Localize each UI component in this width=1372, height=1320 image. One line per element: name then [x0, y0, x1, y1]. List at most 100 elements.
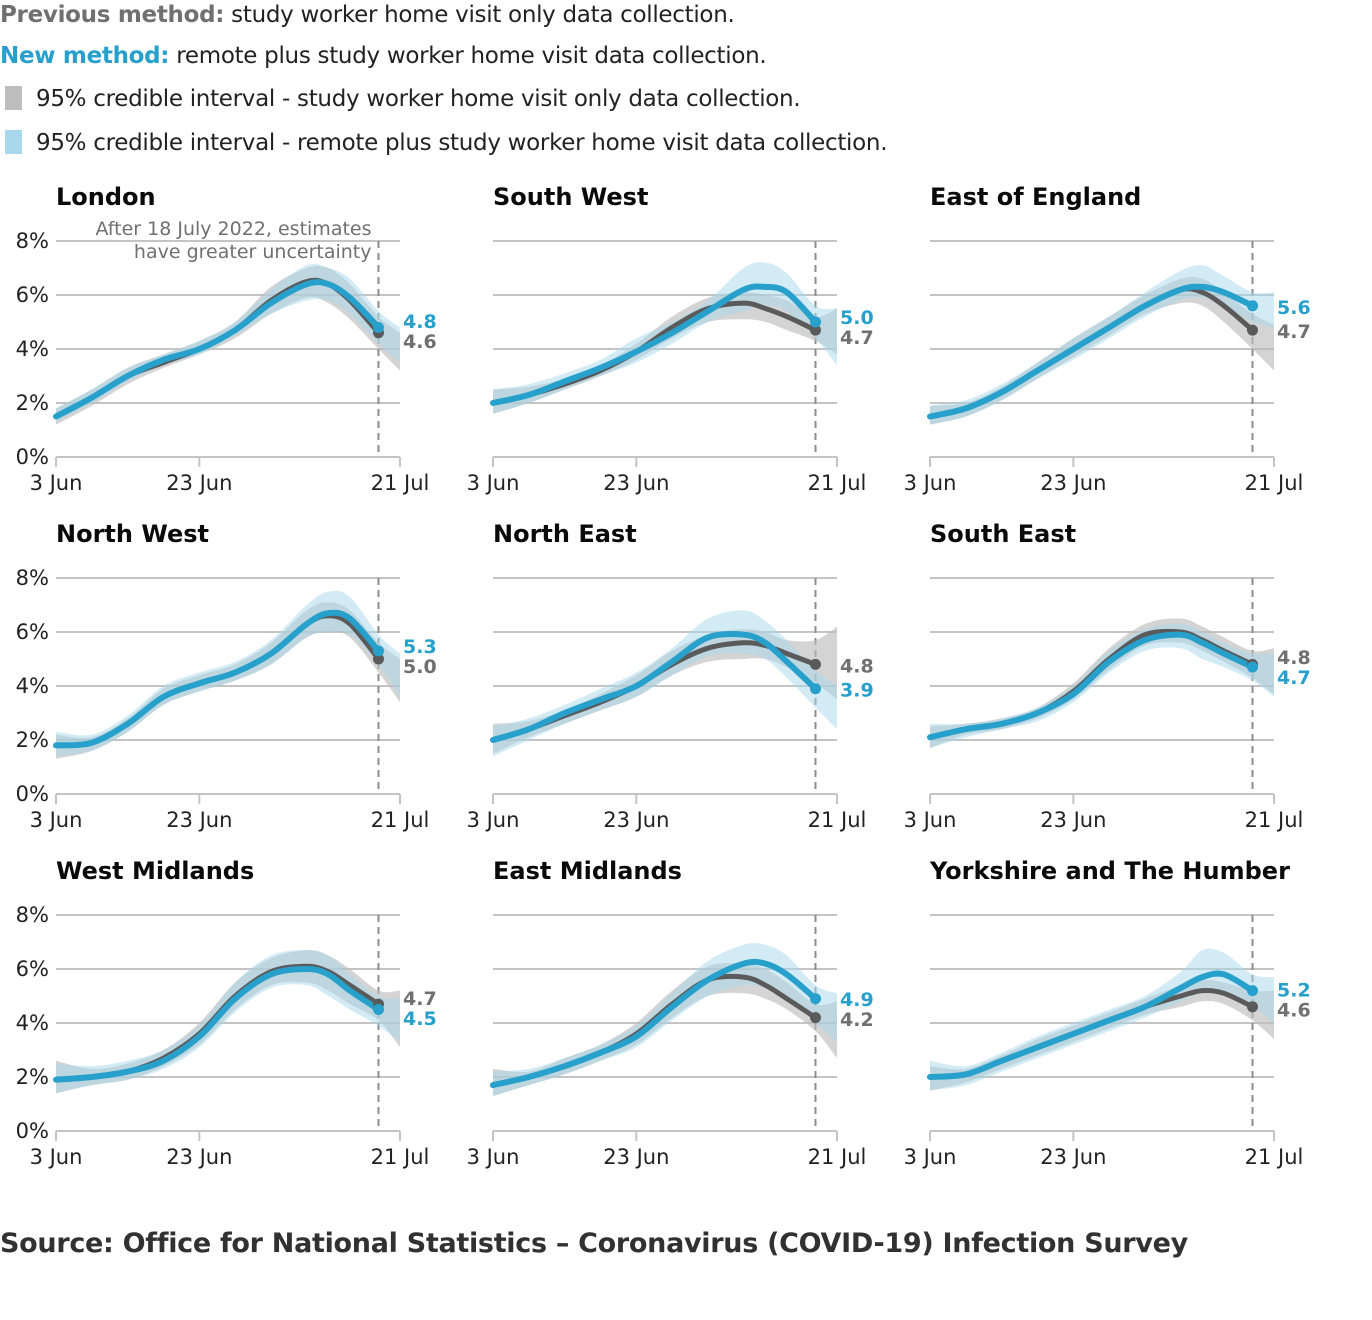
- ci-band-previous: [493, 626, 837, 754]
- legend-ci-previous: 95% credible interval - study worker hom…: [0, 86, 801, 112]
- y-tick-label: 6%: [16, 283, 49, 307]
- y-tick-label: 8%: [16, 903, 49, 927]
- x-tick-label: 3 Jun: [904, 808, 957, 832]
- end-marker-new: [373, 1004, 384, 1015]
- end-value-label-previous: 4.6: [403, 331, 437, 353]
- small-multiples-chart: London 0% 2% 4% 6% 8% 3 Jun 23 Jun 21 Jul 4.8 4.6 A…: [16, 183, 1311, 1169]
- ci-band-new: [56, 263, 400, 422]
- y-tick-label: 0%: [16, 445, 49, 469]
- y-tick-label: 0%: [16, 1119, 49, 1143]
- y-tick-label: 2%: [16, 1065, 49, 1089]
- legend-previous-label: Previous method:: [0, 2, 225, 28]
- y-tick-label: 2%: [16, 728, 49, 752]
- end-marker-previous: [810, 324, 821, 336]
- panel-title: North West: [56, 520, 209, 548]
- panel-north-east: North East 3 Jun 23 Jun 21 Jul 3.9 4.8: [467, 520, 874, 832]
- end-marker-previous: [373, 653, 384, 665]
- end-marker-new: [1247, 300, 1258, 312]
- y-tick-label: 8%: [16, 229, 49, 253]
- line-new-method: [927, 970, 1256, 1080]
- end-marker-new: [1247, 985, 1258, 997]
- panel-title: North East: [493, 520, 637, 548]
- uncertainty-annotation: After 18 July 2022, estimates: [95, 218, 371, 240]
- legend-ci-previous-text: 95% credible interval - study worker hom…: [36, 86, 801, 112]
- panel-north-west: North West 0% 2% 4% 6% 8% 3 Jun 23 Jun 21 Jul 5.3…: [16, 520, 437, 832]
- end-marker-previous: [810, 1012, 821, 1024]
- end-marker-previous: [1247, 324, 1258, 336]
- panel-south-east: South East 3 Jun 23 Jun 21 Jul 4.74.8: [904, 520, 1311, 832]
- x-tick-label: 23 Jun: [603, 808, 669, 832]
- panel-west-midlands: West Midlands 0% 2% 4% 6% 8% 3 Jun 23 Jun 21 Jul…: [16, 857, 437, 1169]
- end-value-label-previous: 4.7: [1277, 321, 1311, 343]
- x-tick-label: 23 Jun: [603, 1145, 669, 1169]
- legend-new-label: New method:: [0, 43, 170, 69]
- x-tick-label: 21 Jul: [1245, 1145, 1304, 1169]
- legend-ci-new: 95% credible interval - remote plus stud…: [0, 130, 888, 156]
- legend-previous-text: study worker home visit only data collec…: [224, 2, 735, 28]
- panel-title: Yorkshire and The Humber: [929, 857, 1290, 885]
- x-tick-label: 3 Jun: [904, 1145, 957, 1169]
- end-value-label-previous: 4.8: [840, 655, 874, 677]
- x-tick-label: 21 Jul: [808, 471, 867, 495]
- end-value-label-new: 4.5: [403, 1008, 437, 1030]
- ci-band-new: [493, 610, 837, 757]
- line-new-method: [490, 283, 819, 406]
- x-tick-label: 3 Jun: [467, 471, 520, 495]
- panel-title: South East: [930, 520, 1076, 548]
- x-tick-label: 23 Jun: [166, 808, 232, 832]
- end-value-label-new: 5.0: [840, 307, 874, 329]
- y-tick-label: 4%: [16, 337, 49, 361]
- end-value-label-new: 5.2: [1277, 980, 1311, 1002]
- x-tick-label: 3 Jun: [904, 471, 957, 495]
- panel-title: South West: [493, 183, 648, 211]
- x-tick-label: 3 Jun: [30, 1145, 83, 1169]
- panel-yorkshire-and-the-humber: Yorkshire and The Humber 3 Jun 23 Jun 21 Ju…: [904, 857, 1311, 1169]
- x-tick-label: 3 Jun: [467, 808, 520, 832]
- end-marker-new: [810, 316, 821, 328]
- y-tick-label: 0%: [16, 782, 49, 806]
- end-marker-previous: [1247, 1001, 1258, 1013]
- end-value-label-new: 5.3: [403, 636, 437, 658]
- panel-title: East Midlands: [493, 857, 682, 885]
- x-tick-label: 21 Jul: [1245, 471, 1304, 495]
- x-tick-label: 21 Jul: [371, 808, 430, 832]
- x-tick-label: 23 Jun: [603, 471, 669, 495]
- panel-title: London: [56, 183, 156, 211]
- uncertainty-annotation: have greater uncertainty: [134, 241, 372, 263]
- end-value-label-previous: 4.7: [403, 988, 437, 1010]
- line-new-method: [927, 283, 1256, 420]
- line-new-method: [53, 609, 382, 749]
- end-marker-new: [373, 321, 384, 333]
- x-tick-label: 3 Jun: [467, 1145, 520, 1169]
- panel-south-west: South West 3 Jun 23 Jun 21 Jul 5.04.7: [467, 183, 874, 495]
- x-tick-label: 21 Jul: [371, 1145, 430, 1169]
- ci-band-new: [930, 623, 1274, 749]
- end-marker-new: [1247, 661, 1258, 673]
- x-tick-label: 23 Jun: [1040, 471, 1106, 495]
- line-new-method: [490, 958, 819, 1089]
- end-value-label-previous: 5.0: [403, 656, 437, 678]
- ci-previous-swatch-icon: [5, 86, 22, 110]
- ci-band-new: [56, 950, 400, 1094]
- panel-london: London 0% 2% 4% 6% 8% 3 Jun 23 Jun 21 Jul 4.84.6 A…: [16, 183, 437, 495]
- panel-east-of-england: East of England 3 Jun 23 Jun 21 Jul 5.64.7: [904, 183, 1311, 495]
- end-value-label-new: 5.6: [1277, 297, 1311, 319]
- line-new-method: [53, 279, 382, 420]
- end-value-label-previous: 4.6: [1277, 1000, 1311, 1022]
- end-value-label-previous: 4.2: [840, 1009, 874, 1031]
- legend-previous-method: Previous method: study worker home visit…: [0, 2, 735, 28]
- y-tick-label: 4%: [16, 1011, 49, 1035]
- end-marker-new: [810, 993, 821, 1005]
- source-note: Source: Office for National Statistics –…: [0, 1228, 1188, 1259]
- line-new-method: [490, 630, 819, 743]
- x-tick-label: 3 Jun: [30, 808, 83, 832]
- line-new-method: [927, 631, 1256, 741]
- x-tick-label: 21 Jul: [1245, 808, 1304, 832]
- y-tick-label: 8%: [16, 566, 49, 590]
- end-value-label-previous: 4.7: [840, 327, 874, 349]
- x-tick-label: 23 Jun: [1040, 808, 1106, 832]
- end-value-label-new: 4.7: [1277, 667, 1311, 689]
- y-tick-label: 4%: [16, 674, 49, 698]
- end-marker-new: [810, 683, 821, 695]
- line-new-method: [53, 965, 382, 1083]
